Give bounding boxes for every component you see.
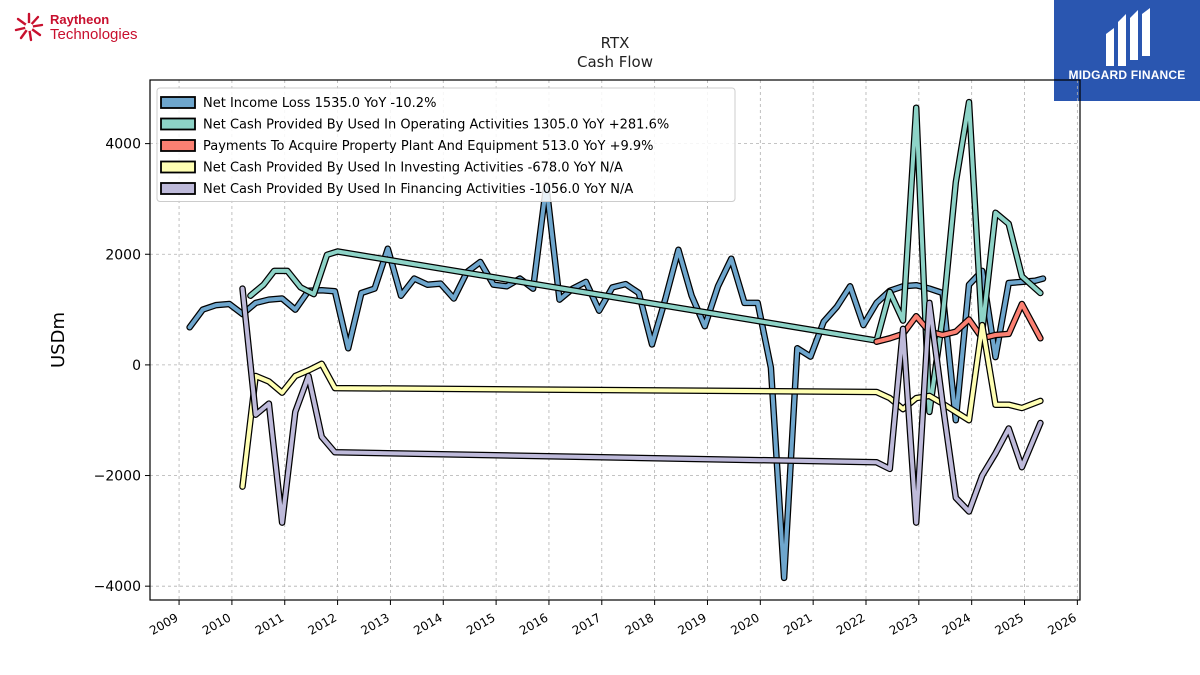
y-tick-label: 2000 (105, 247, 141, 263)
legend-swatch (160, 160, 196, 174)
legend-label: Net Cash Provided By Used In Operating A… (203, 118, 669, 133)
x-tick-label: 2015 (464, 610, 497, 637)
legend-swatch (160, 96, 196, 109)
x-tick-label: 2023 (887, 610, 920, 637)
x-tick-label: 2009 (147, 610, 180, 637)
raytheon-logo-subtitle: Technologies (50, 26, 138, 43)
midgard-finance-logo: MIDGARD FINANCE (1054, 0, 1200, 101)
x-tick-label: 2022 (834, 610, 867, 637)
legend-label: Net Income Loss 1535.0 YoY -10.2% (203, 96, 436, 111)
x-tick-label: 2011 (253, 610, 286, 637)
x-tick-label: 2016 (517, 610, 550, 637)
raytheon-burst-icon (14, 12, 44, 42)
y-tick-label: −4000 (94, 579, 141, 595)
x-tick-label: 2017 (570, 610, 603, 637)
plot-frame (149, 79, 1081, 601)
series-5 (239, 285, 1044, 526)
x-tick-label: 2025 (993, 610, 1026, 637)
x-tick-label: 2019 (676, 610, 709, 637)
series-line (240, 323, 1043, 489)
legend-swatch (160, 182, 196, 195)
x-tick-label: 2018 (623, 610, 656, 637)
legend-box (156, 87, 736, 202)
y-tick-label: 4000 (105, 137, 141, 153)
y-axis-label: USDm (48, 312, 69, 368)
series-lines (186, 98, 1047, 582)
midgard-emblem-icon (1106, 8, 1150, 66)
legend-label: Net Cash Provided By Used In Investing A… (203, 161, 623, 176)
raytheon-logo-name: Raytheon (50, 12, 110, 27)
series-4 (239, 321, 1044, 490)
legend-swatch (160, 117, 196, 131)
x-tick-label: 2024 (940, 610, 973, 637)
series-line (248, 100, 1043, 414)
x-tick-label: 2013 (358, 610, 391, 637)
legend-label: Payments To Acquire Property Plant And E… (203, 139, 654, 154)
legend-swatch (160, 139, 196, 152)
y-tick-label: 0 (132, 358, 141, 374)
midgard-finance-logo-text: MIDGARD FINANCE (1068, 68, 1186, 82)
raytheon-logo: Raytheon Technologies (14, 10, 154, 46)
x-tick-label: 2020 (728, 610, 761, 637)
legend-label: Net Cash Provided By Used In Financing A… (203, 182, 633, 197)
x-tick-label: 2026 (1045, 610, 1078, 637)
x-tick-label: 2014 (411, 610, 444, 637)
y-tick-label: −2000 (94, 469, 141, 485)
legend: Net Income Loss 1535.0 YoY -10.2% Net Cas… (156, 87, 736, 202)
series-line (240, 286, 1043, 525)
series-2 (247, 98, 1044, 416)
x-tick-label: 2010 (200, 610, 233, 637)
x-tick-label: 2021 (781, 610, 814, 637)
x-tick-label: 2012 (306, 610, 339, 637)
chart-subtitle: Cash Flow (577, 53, 653, 71)
chart-title: RTX (601, 34, 630, 52)
